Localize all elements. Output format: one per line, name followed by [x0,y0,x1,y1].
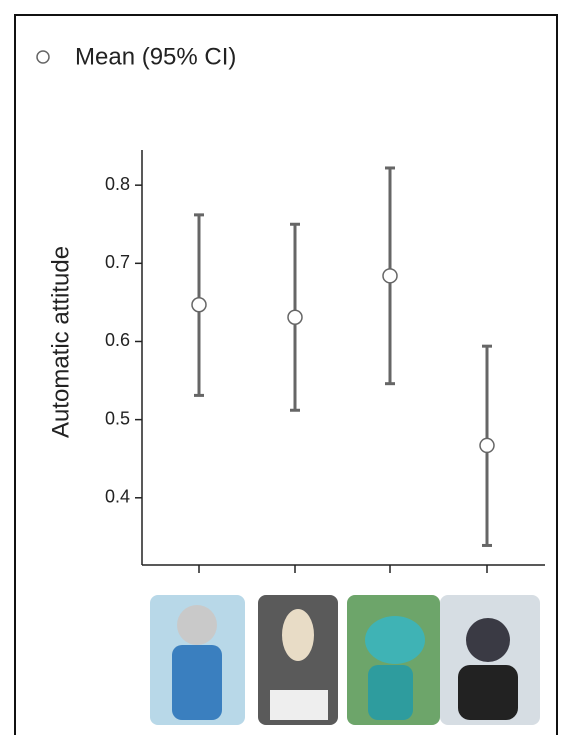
y-tick-label: 0.6 [105,330,130,350]
image-cat-head [177,605,217,645]
legend-label: Mean (95% CI) [75,43,236,70]
mean-point [192,298,206,312]
image-bat-body [458,665,518,720]
image-llama-head [282,609,314,661]
y-tick-label: 0.8 [105,174,130,194]
image-llama-paper [270,690,328,720]
character-images [150,595,540,725]
image-chameleon-body [368,665,413,720]
y-axis-label: Automatic attitude [47,246,74,438]
y-tick-label: 0.4 [105,487,130,507]
y-tick-label: 0.7 [105,252,130,272]
mean-point [383,269,397,283]
y-tick-label: 0.5 [105,408,130,428]
mean-point [480,438,494,452]
legend-marker [37,51,49,63]
page: Automatic attitude 0.4 0.5 0.6 0.7 0.8 Mean (… [0,0,565,735]
image-cat-body [172,645,222,720]
mean-point [288,310,302,324]
image-chameleon-head [365,616,425,664]
image-bat-head [466,618,510,662]
chart: Automatic attitude 0.4 0.5 0.6 0.7 0.8 Mean (… [0,0,565,735]
